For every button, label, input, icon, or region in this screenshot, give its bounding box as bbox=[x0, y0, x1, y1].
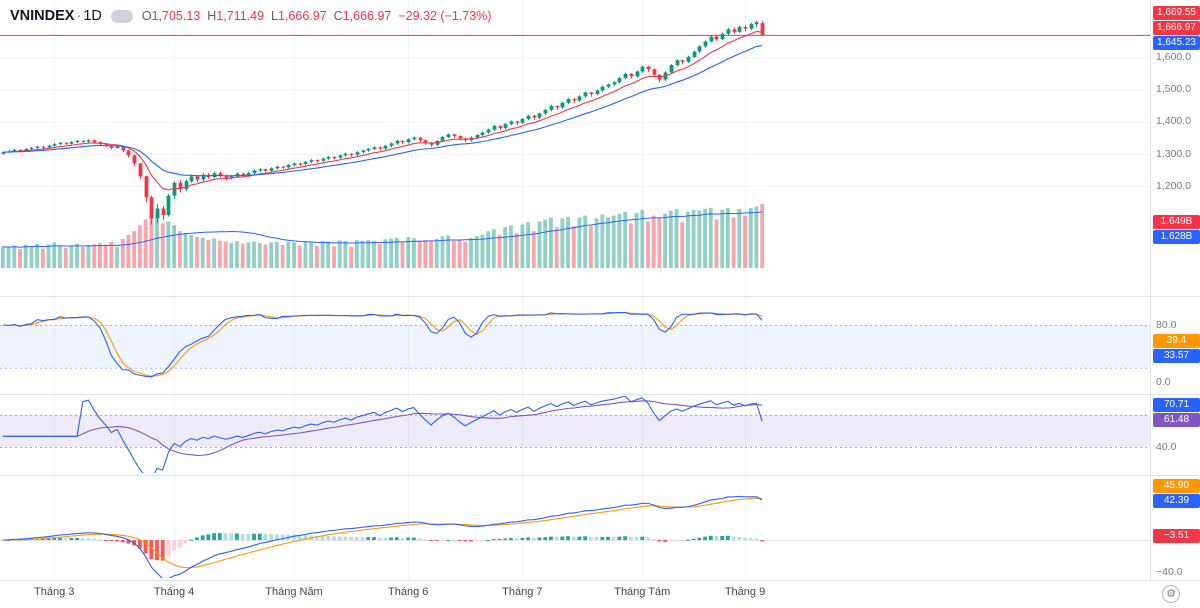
source-logo-icon bbox=[110, 9, 133, 23]
legend: VNINDEX · 1D O1,705.13 H1,711.49 L1,666.97… bbox=[10, 8, 491, 24]
stoch-badge-k: 33.57 bbox=[1153, 349, 1200, 363]
change-value: −29.32 (−1.73%) bbox=[398, 9, 492, 23]
macd-axis-label: −40.0 bbox=[1156, 566, 1183, 578]
ohlc-high: H1,711.49 bbox=[207, 9, 265, 23]
time-axis-label: Tháng 6 bbox=[388, 586, 429, 598]
rsi-badge-ma: 61.48 bbox=[1153, 413, 1200, 427]
gear-icon: ⚙ bbox=[1166, 588, 1176, 600]
price-axis-label: 1,500.0 bbox=[1156, 83, 1192, 95]
time-axis-label: Tháng 7 bbox=[502, 586, 543, 598]
price-axis-label: 1,300.0 bbox=[1156, 148, 1192, 160]
time-axis-label: Tháng 4 bbox=[153, 586, 195, 598]
volume-badge-last: 1.649B bbox=[1153, 215, 1200, 229]
price-badge-ema-fast: 1,669.55 bbox=[1153, 6, 1200, 20]
volume-badge-ma: 1.628B bbox=[1153, 230, 1200, 244]
time-axis-label: Tháng 3 bbox=[34, 586, 75, 598]
ohlc-open: O1,705.13 bbox=[141, 9, 201, 23]
rsi-axis-label: 40.0 bbox=[1156, 441, 1177, 453]
time-axis-label: Tháng 9 bbox=[724, 586, 766, 598]
pane-separator[interactable] bbox=[0, 394, 1200, 395]
time-axis[interactable]: Tháng 3 Tháng 4 Tháng Năm Tháng 6 Tháng 7 Thá… bbox=[0, 580, 1200, 608]
ohlc-close: C1,666.97 bbox=[333, 9, 392, 23]
rsi-badge: 70.71 bbox=[1153, 398, 1200, 412]
symbol-name: VNINDEX bbox=[10, 8, 75, 24]
stoch-badge-d: 39.4 bbox=[1153, 334, 1200, 348]
axis-settings-button[interactable]: ⚙ bbox=[1162, 585, 1180, 603]
price-badge-last: 1,666.97 bbox=[1153, 21, 1200, 35]
macd-badge-signal: 45.90 bbox=[1153, 479, 1200, 493]
time-axis-label: Tháng Năm bbox=[265, 586, 323, 598]
stoch-axis-label: 80.0 bbox=[1156, 319, 1177, 331]
macd-badge-line: 42.39 bbox=[1153, 494, 1200, 508]
price-axis-label: 1,400.0 bbox=[1156, 115, 1192, 127]
chart-canvas[interactable] bbox=[0, 0, 1150, 580]
pane-separator[interactable] bbox=[0, 296, 1200, 297]
title-separator: · bbox=[76, 8, 82, 24]
price-axis-label: 1,200.0 bbox=[1156, 180, 1192, 192]
timeframe-label: 1D bbox=[83, 8, 102, 24]
pane-separator[interactable] bbox=[0, 475, 1200, 476]
price-axis-label: 1,600.0 bbox=[1156, 51, 1192, 63]
time-axis-label: Tháng Tám bbox=[614, 586, 671, 598]
symbol-title[interactable]: VNINDEX · 1D bbox=[10, 8, 102, 24]
ohlc-values: O1,705.13 H1,711.49 L1,666.97 C1,666.97 … bbox=[142, 9, 492, 23]
price-axis[interactable]: 1,600.0 1,500.0 1,400.0 1,300.0 1,200.0 … bbox=[1150, 0, 1200, 580]
price-badge-ema-slow: 1,645.23 bbox=[1153, 36, 1200, 50]
stoch-axis-label: 0.0 bbox=[1156, 376, 1171, 388]
ohlc-low: L1,666.97 bbox=[271, 9, 327, 23]
macd-badge-hist: −3.51 bbox=[1153, 529, 1200, 543]
